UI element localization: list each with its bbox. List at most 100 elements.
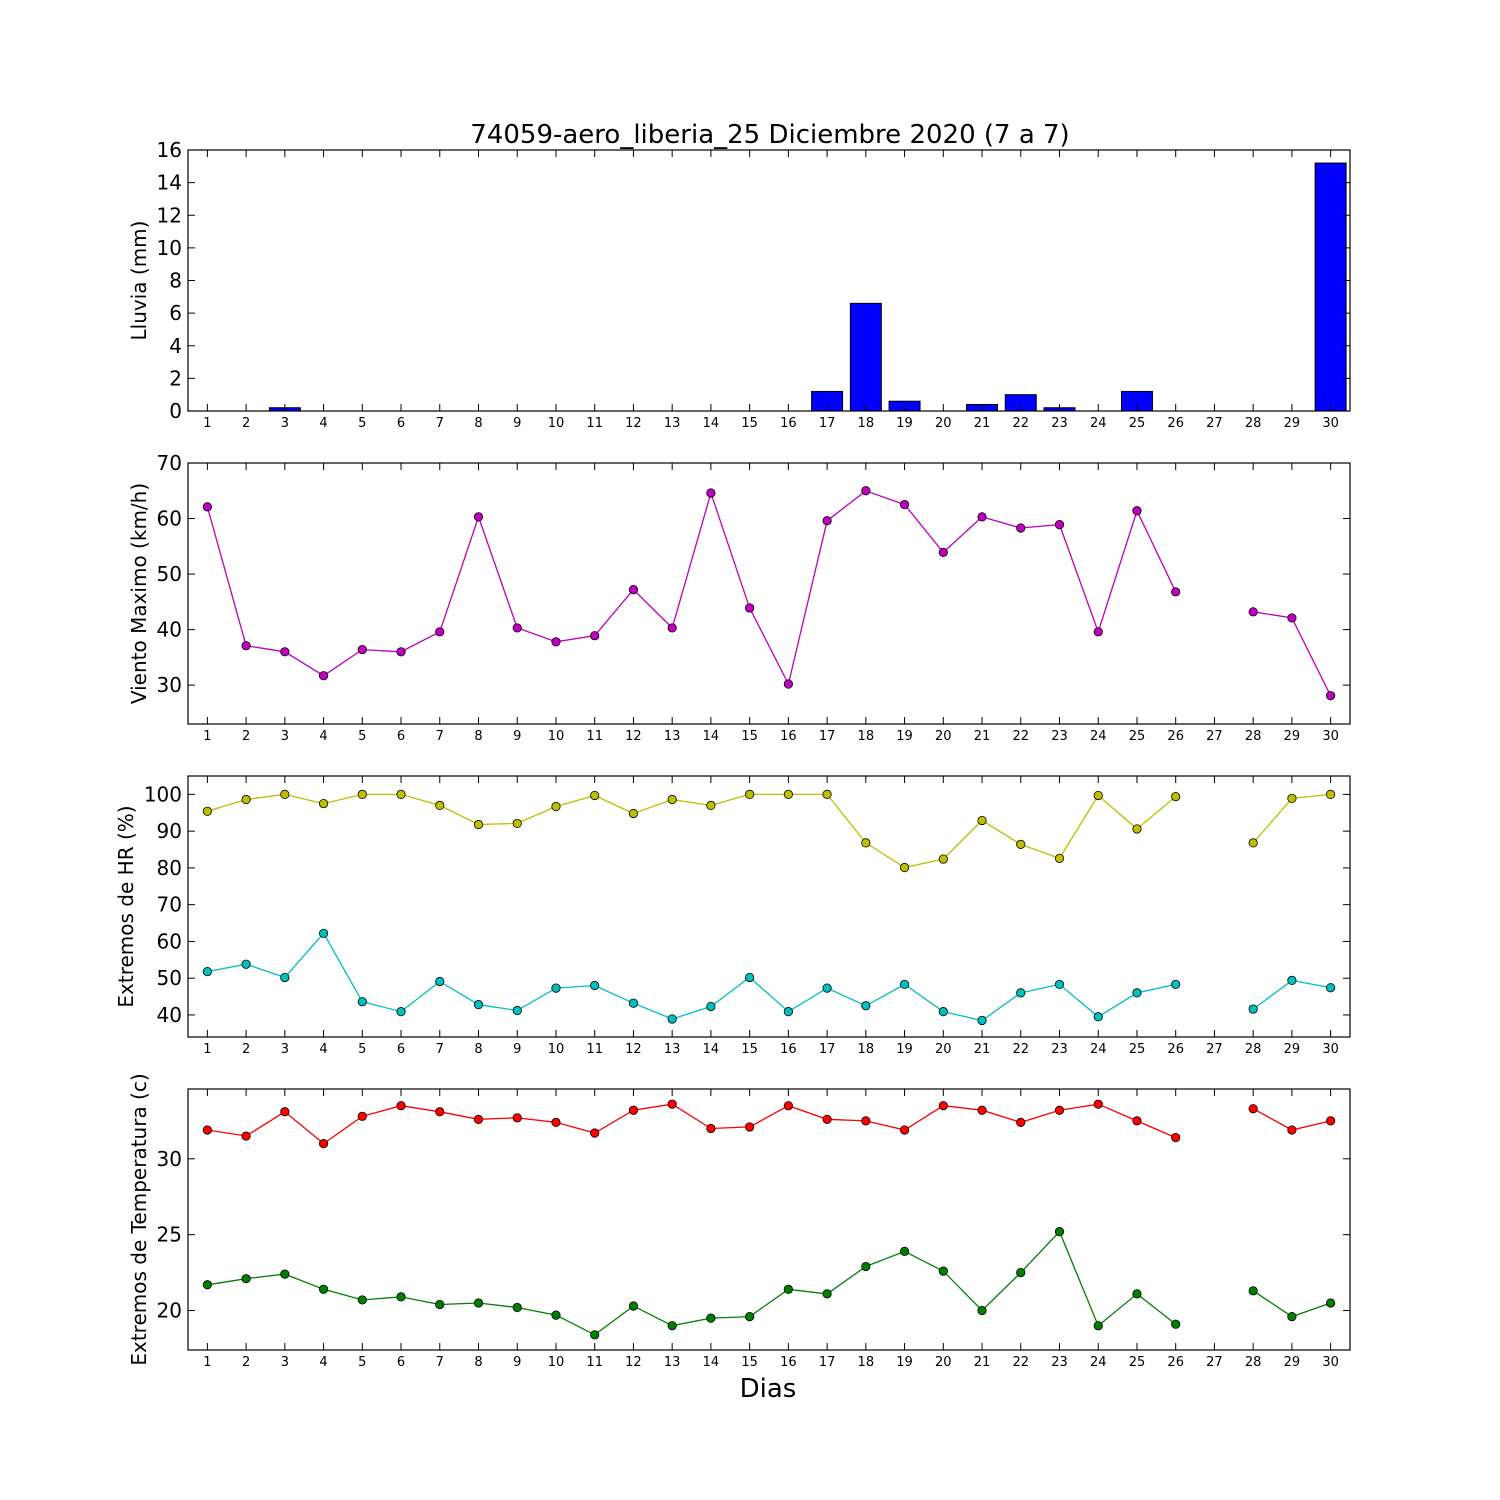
x-axis-label: Dias xyxy=(740,1374,797,1404)
y-tick-label: 12 xyxy=(157,203,182,227)
x-tick-label: 6 xyxy=(397,729,405,744)
series-0-point-day-15 xyxy=(745,603,755,613)
series-0-point-day-2 xyxy=(241,641,251,651)
y-tick-label: 100 xyxy=(144,782,182,806)
series-1-point-day-3 xyxy=(280,972,290,983)
series-0-point-day-18 xyxy=(861,486,871,496)
series-0-point-day-8 xyxy=(473,819,484,830)
y-tick-label: 50 xyxy=(157,966,182,990)
x-tick-label: 4 xyxy=(319,1355,327,1370)
x-tick-label: 6 xyxy=(397,1355,405,1370)
y-tick-label: 70 xyxy=(157,451,182,475)
x-tick-label: 23 xyxy=(1051,1042,1068,1057)
series-1-point-day-16 xyxy=(783,1284,793,1294)
series-1-point-day-29 xyxy=(1287,975,1297,985)
series-1-point-day-11 xyxy=(590,1330,600,1340)
series-0-point-day-17 xyxy=(822,516,832,526)
series-1-point-day-22 xyxy=(1016,988,1026,998)
series-0-point-day-8 xyxy=(473,512,484,522)
series-0-point-day-24 xyxy=(1093,790,1103,801)
y-tick-label: 50 xyxy=(157,562,182,586)
series-0-point-day-12 xyxy=(628,1105,639,1115)
x-tick-label: 3 xyxy=(281,1355,289,1370)
series-0-point-day-15 xyxy=(745,789,755,799)
series-0-point-day-20 xyxy=(938,547,948,558)
x-tick-label: 13 xyxy=(664,1355,681,1370)
series-0-point-day-19 xyxy=(899,500,910,510)
series-1-point-day-4 xyxy=(318,928,329,938)
x-tick-label: 2 xyxy=(242,1042,250,1057)
plot-frame xyxy=(187,1088,1351,1351)
x-tick-label: 29 xyxy=(1284,1042,1301,1057)
x-tick-label: 18 xyxy=(858,1042,875,1057)
series-0-point-day-28 xyxy=(1248,1104,1258,1114)
y-axis-label: Extremos de Temperatura (c) xyxy=(127,1073,151,1365)
series-1-point-day-17 xyxy=(822,1289,832,1299)
y-tick-label: 4 xyxy=(169,334,182,358)
series-0-point-day-4 xyxy=(318,1139,329,1149)
x-tick-label: 3 xyxy=(281,416,289,431)
x-tick-label: 24 xyxy=(1090,416,1107,431)
x-tick-label: 20 xyxy=(935,729,952,744)
series-0-point-day-22 xyxy=(1016,839,1026,849)
series-0-point-day-11 xyxy=(590,631,600,641)
series-0-point-day-5 xyxy=(357,789,367,799)
series-0-point-day-29 xyxy=(1287,1125,1297,1135)
series-1-point-day-29 xyxy=(1287,1312,1297,1322)
x-tick-label: 4 xyxy=(319,416,327,431)
x-tick-label: 5 xyxy=(358,1355,366,1370)
x-tick-label: 30 xyxy=(1322,416,1339,431)
x-tick-label: 21 xyxy=(974,1042,991,1057)
series-1-point-day-5 xyxy=(357,1295,367,1305)
y-axis-label: Lluvia (mm) xyxy=(127,221,151,341)
series-0-point-day-18 xyxy=(861,1116,871,1126)
x-tick-label: 24 xyxy=(1090,1355,1107,1370)
series-0-point-day-6 xyxy=(396,1101,406,1111)
series-0-point-day-23 xyxy=(1054,1105,1065,1115)
x-tick-label: 7 xyxy=(436,729,444,744)
y-tick-label: 14 xyxy=(157,171,182,195)
series-0-point-day-5 xyxy=(357,644,367,655)
series-0-point-day-13 xyxy=(667,1099,677,1109)
series-0-point-day-1 xyxy=(202,502,212,512)
x-tick-label: 13 xyxy=(664,1042,681,1057)
x-tick-label: 27 xyxy=(1206,416,1223,431)
x-tick-label: 12 xyxy=(625,416,642,431)
x-tick-label: 5 xyxy=(358,1042,366,1057)
x-tick-label: 14 xyxy=(703,1042,720,1057)
x-tick-label: 29 xyxy=(1284,729,1301,744)
x-tick-label: 23 xyxy=(1051,729,1068,744)
x-tick-label: 17 xyxy=(819,729,836,744)
series-0-point-day-3 xyxy=(280,789,290,799)
y-tick-label: 80 xyxy=(157,856,182,880)
x-tick-label: 26 xyxy=(1167,729,1184,744)
series-1-point-day-23 xyxy=(1054,1227,1065,1237)
series-0-point-day-11 xyxy=(590,790,600,801)
series-0-point-day-16 xyxy=(783,1101,793,1111)
x-tick-label: 15 xyxy=(741,1355,758,1370)
x-tick-label: 2 xyxy=(242,416,250,431)
series-0-point-day-28 xyxy=(1248,838,1258,848)
series-1-point-day-28 xyxy=(1248,1004,1258,1014)
x-tick-label: 9 xyxy=(513,416,521,431)
x-tick-label: 23 xyxy=(1051,416,1068,431)
x-tick-label: 5 xyxy=(358,729,366,744)
series-0-line-segment-0 xyxy=(207,793,1177,869)
series-0-point-day-14 xyxy=(706,1123,716,1134)
x-tick-label: 14 xyxy=(703,1355,720,1370)
series-1-point-day-18 xyxy=(861,1261,871,1272)
x-tick-label: 6 xyxy=(397,416,405,431)
series-0-point-day-17 xyxy=(822,1114,832,1124)
x-tick-label: 11 xyxy=(586,1355,603,1370)
x-tick-label: 19 xyxy=(896,1355,913,1370)
series-0-point-day-30 xyxy=(1326,1116,1336,1126)
x-tick-label: 6 xyxy=(397,1042,405,1057)
x-tick-label: 30 xyxy=(1322,1042,1339,1057)
series-1-point-day-9 xyxy=(512,1302,522,1313)
series-0-point-day-20 xyxy=(938,854,948,864)
series-0-point-day-16 xyxy=(783,679,793,689)
series-0-point-day-29 xyxy=(1287,613,1297,623)
series-0-point-day-12 xyxy=(628,808,639,819)
